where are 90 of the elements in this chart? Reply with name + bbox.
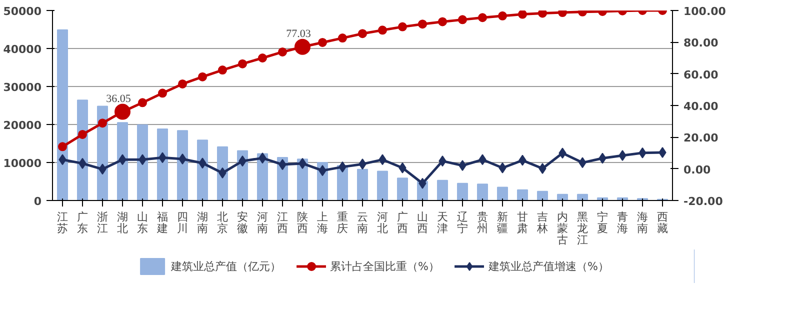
y-tick-label: 50000 bbox=[3, 5, 42, 18]
x-tick-label: 贵州 bbox=[477, 210, 488, 235]
bar bbox=[537, 190, 548, 200]
point bbox=[138, 98, 147, 108]
x-tick-label: 内蒙古 bbox=[557, 210, 568, 246]
bar bbox=[197, 140, 208, 200]
bar bbox=[137, 124, 148, 200]
point bbox=[478, 13, 487, 22]
x-tick-label: 辽宁 bbox=[457, 212, 468, 235]
x-tick-label: 重庆 bbox=[337, 210, 348, 235]
point bbox=[518, 10, 527, 19]
point bbox=[558, 10, 567, 18]
bar bbox=[517, 189, 528, 200]
y-tick-label: 30000 bbox=[3, 81, 42, 94]
x-tick-label: 北京 bbox=[217, 210, 228, 235]
legend-label: 建筑业总产值（亿元） bbox=[171, 258, 282, 274]
x-tick-label: 江苏 bbox=[57, 212, 68, 235]
point bbox=[498, 11, 507, 20]
bar bbox=[157, 128, 168, 200]
y2-tick-label: 20.00 bbox=[684, 132, 719, 145]
y-tick-label: 0 bbox=[34, 195, 42, 208]
legend-label: 累计占全国比重（%） bbox=[330, 258, 440, 274]
point bbox=[418, 20, 427, 29]
x-tick-label: 陕西 bbox=[297, 212, 308, 235]
x-tick-label: 山西 bbox=[417, 210, 428, 235]
y2-tick-label: 100.00 bbox=[684, 5, 726, 18]
y2-tick-label: -20.00 bbox=[684, 195, 724, 208]
x-tick-label: 黑龙江 bbox=[577, 212, 588, 246]
point bbox=[538, 10, 547, 18]
point bbox=[398, 22, 407, 32]
y2-tick-label: 60.00 bbox=[684, 68, 719, 82]
bar bbox=[497, 186, 508, 200]
point bbox=[358, 29, 367, 38]
x-tick-label: 浙江 bbox=[97, 210, 108, 235]
x-tick-label: 湖南 bbox=[197, 212, 208, 235]
bar bbox=[377, 170, 388, 200]
bar bbox=[117, 122, 128, 200]
y2-tick-label: 40.00 bbox=[684, 100, 719, 113]
x-tick-label: 江西 bbox=[277, 212, 288, 235]
bar bbox=[177, 130, 188, 200]
y-tick-label: 10000 bbox=[3, 157, 42, 170]
y2-tick-label: 0.00 bbox=[684, 163, 711, 176]
y2-tick-label: 80.00 bbox=[684, 36, 719, 50]
x-tick-label: 上海 bbox=[317, 210, 328, 235]
point bbox=[238, 59, 247, 68]
x-tick-label: 宁夏 bbox=[597, 210, 608, 235]
x-tick-label: 吉林 bbox=[536, 210, 548, 235]
x-tick-label: 甘肃 bbox=[517, 210, 528, 235]
point bbox=[58, 142, 67, 152]
x-tick-label: 西藏 bbox=[657, 212, 668, 235]
x-tick-label: 海南 bbox=[637, 212, 648, 235]
point bbox=[278, 47, 287, 56]
legend-label: 建筑业总产值增速（%） bbox=[488, 258, 609, 274]
bar bbox=[457, 182, 468, 200]
point bbox=[378, 26, 387, 35]
x-tick-label: 广西 bbox=[397, 210, 408, 235]
point bbox=[198, 72, 207, 82]
data-label: 77.03 bbox=[286, 28, 312, 40]
point bbox=[258, 54, 267, 62]
x-tick-label: 河北 bbox=[377, 212, 388, 235]
x-tick-label: 安徽 bbox=[237, 210, 248, 235]
point bbox=[98, 118, 107, 128]
point bbox=[338, 34, 347, 43]
point bbox=[318, 38, 327, 47]
bar bbox=[57, 29, 68, 200]
bar bbox=[437, 180, 448, 200]
x-tick-label: 四川 bbox=[177, 212, 188, 235]
x-tick-label: 湖北 bbox=[117, 212, 128, 235]
x-tick-label: 广东 bbox=[77, 210, 88, 235]
point bbox=[458, 15, 467, 24]
point bbox=[218, 66, 227, 75]
point bbox=[438, 17, 447, 26]
x-tick-label: 河南 bbox=[257, 212, 268, 235]
bar bbox=[477, 184, 488, 200]
data-label: 36.05 bbox=[106, 92, 132, 105]
point bbox=[178, 79, 187, 88]
x-tick-label: 云南 bbox=[357, 212, 368, 235]
bar bbox=[397, 178, 408, 200]
x-tick-label: 山东 bbox=[137, 210, 148, 235]
x-tick-label: 新疆 bbox=[497, 210, 508, 235]
x-tick-label: 天津 bbox=[437, 212, 448, 235]
point bbox=[158, 88, 167, 98]
bar bbox=[357, 168, 368, 200]
y-tick-label: 20000 bbox=[3, 119, 42, 132]
x-tick-label: 福建 bbox=[156, 210, 168, 235]
y-tick-label: 40000 bbox=[3, 43, 42, 56]
bar bbox=[557, 194, 568, 200]
point bbox=[78, 130, 87, 139]
bar bbox=[577, 194, 588, 200]
x-tick-label: 青海 bbox=[617, 210, 628, 235]
